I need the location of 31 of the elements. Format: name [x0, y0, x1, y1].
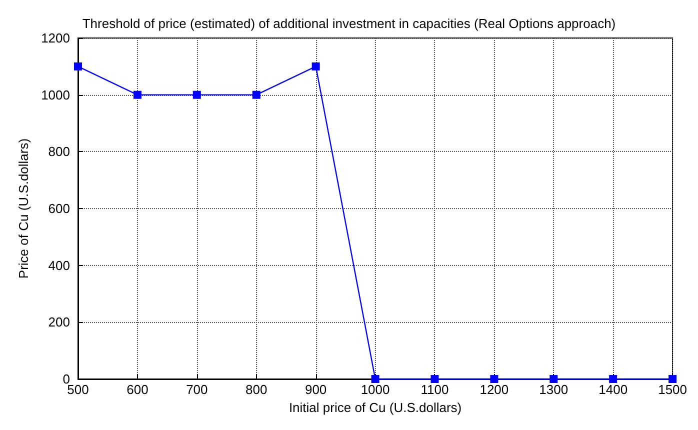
point — [609, 375, 618, 383]
y-tick-label: 400 — [48, 258, 70, 273]
y-tick-label: 600 — [48, 201, 70, 216]
y-tick-label: 800 — [48, 144, 70, 160]
y-axis-title: Price of Cu (U.S.dollars) — [16, 138, 31, 279]
x-tick-label: 1200 — [480, 382, 509, 397]
chart-title: Threshold of price (estimated) of additional investment in capacities (Real Options approach) — [82, 16, 616, 31]
x-tick-label: 1300 — [539, 382, 568, 397]
x-tick-label: 1400 — [598, 382, 628, 397]
point — [192, 90, 201, 99]
y-tick-label: 200 — [48, 314, 70, 330]
x-tick-label: 1000 — [360, 382, 390, 397]
point — [312, 62, 320, 70]
point — [133, 90, 142, 99]
x-tick-label: 1500 — [658, 382, 687, 397]
y-tick-label: 1000 — [41, 87, 70, 102]
x-tick-label: 700 — [186, 382, 208, 397]
x-tick-label: 600 — [126, 382, 148, 397]
x-axis-title: Initial price of Cu (U.S.dollars) — [288, 400, 462, 415]
point — [371, 375, 380, 383]
x-tick-label: 500 — [67, 382, 89, 397]
x-tick-label: 900 — [304, 382, 327, 397]
point — [74, 62, 82, 70]
x-tick-label: 800 — [246, 382, 268, 397]
x-tick-label: 1100 — [420, 382, 449, 397]
y-tick-label: 0 — [62, 372, 70, 386]
point — [252, 90, 260, 99]
point — [430, 375, 439, 383]
y-tick-label: 1200 — [41, 30, 70, 46]
point — [550, 375, 558, 383]
point — [490, 375, 498, 383]
